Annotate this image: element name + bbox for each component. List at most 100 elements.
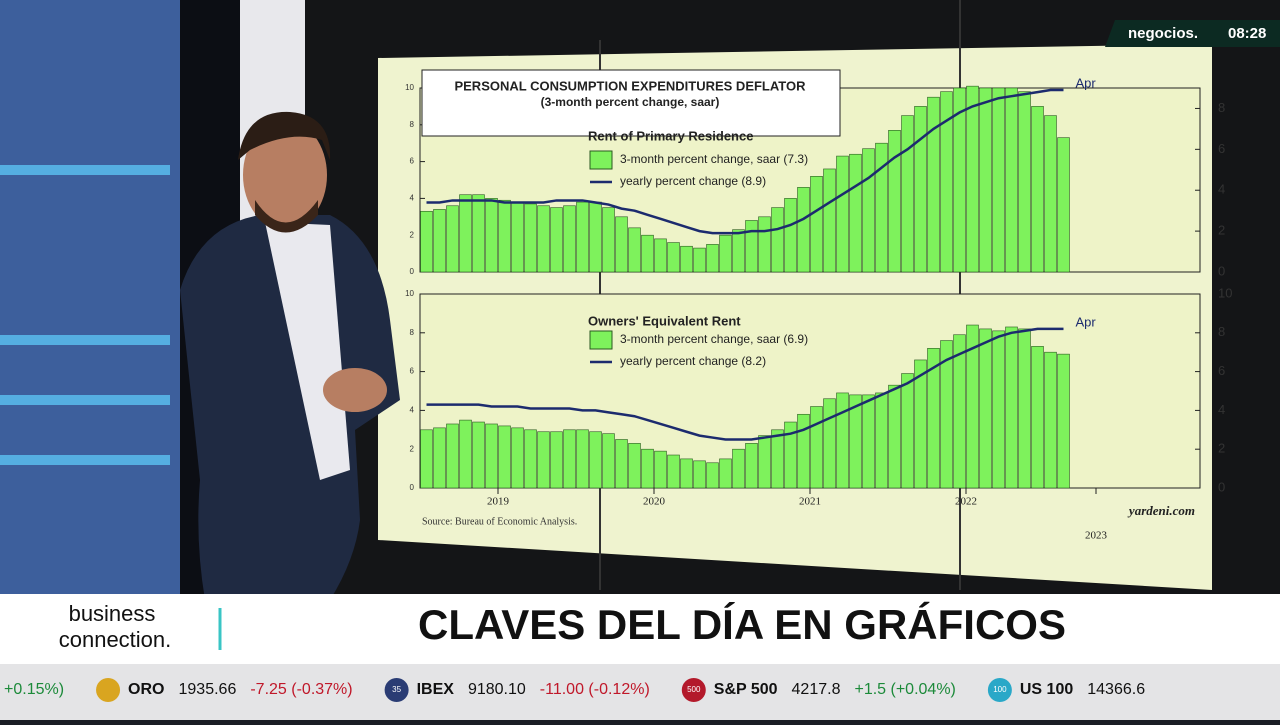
bar: [823, 168, 836, 273]
source: Source: Bureau of Economic Analysis.: [422, 516, 577, 527]
bar: [576, 201, 589, 273]
bar: [576, 429, 589, 489]
ticker-change: -7.25 (-0.37%): [250, 681, 352, 698]
bar: [472, 194, 485, 273]
brand: business: [69, 601, 156, 626]
y-tick-label: 2: [410, 444, 415, 453]
y2-tick-label: 8: [1218, 324, 1225, 339]
y2-tick-label: 8: [1218, 100, 1225, 115]
bar: [797, 187, 810, 273]
y-tick-label: 4: [410, 194, 415, 203]
bar: [680, 458, 693, 489]
bar: [862, 394, 875, 489]
bar: [836, 392, 849, 489]
ticker-change: +0.15%): [4, 681, 64, 698]
y2-tick-label: 2: [1218, 223, 1225, 238]
bar: [849, 394, 862, 489]
bar: [654, 238, 667, 273]
bar: [420, 429, 433, 489]
presenter: [180, 111, 400, 600]
legend-swatch: [589, 150, 613, 170]
bar: [693, 247, 706, 273]
ticker-change: -11.00 (-0.12%): [540, 681, 650, 698]
bar: [537, 205, 550, 273]
x-tick-label: 2021: [799, 496, 821, 508]
y-tick-label: 6: [410, 367, 415, 376]
x-tick-label: 2023: [1085, 530, 1108, 542]
bar: [940, 91, 953, 273]
trend-line: [426, 327, 1064, 441]
bar: [641, 448, 654, 489]
bar: [927, 348, 940, 489]
bar: [1005, 326, 1018, 489]
ticker-name: US 100: [1020, 681, 1073, 698]
ticker-icon: [96, 678, 121, 702]
brand: connection.: [59, 627, 172, 652]
bar: [498, 199, 511, 273]
ticker-price: 1935.66: [179, 681, 237, 698]
bar: [667, 242, 680, 273]
bar: [810, 176, 823, 273]
bar: [511, 201, 524, 273]
y-tick-label: 2: [410, 230, 415, 239]
bar: [615, 439, 628, 489]
bar: [524, 203, 537, 273]
ticker-icon: [987, 678, 1012, 702]
bar: [602, 433, 615, 489]
annotation: Apr: [1076, 75, 1097, 90]
light-strip: [0, 335, 170, 345]
y-tick-label: 8: [410, 120, 415, 129]
bar: [953, 334, 966, 489]
bar: [823, 398, 836, 489]
bar: [524, 429, 537, 489]
bar: [901, 115, 914, 273]
bar: [628, 227, 641, 273]
bar: [966, 85, 979, 273]
ticker-price: 14366.6: [1087, 681, 1145, 698]
bar: [849, 153, 862, 273]
bar: [667, 454, 680, 489]
bar: [901, 373, 914, 489]
ticker-icon-label: 500: [687, 685, 701, 694]
ticker-change: +1.5 (+0.04%): [854, 681, 955, 698]
bar: [706, 462, 719, 489]
bar: [719, 458, 732, 489]
annotation: Apr: [1076, 314, 1097, 329]
bar: [654, 450, 667, 489]
y2-tick-label: 6: [1218, 141, 1225, 156]
y-tick-label: 8: [410, 328, 415, 337]
bar: [511, 427, 524, 489]
bar: [745, 443, 758, 489]
bar: [784, 198, 797, 273]
bar: [550, 207, 563, 273]
bar: [784, 421, 797, 489]
bar: [485, 423, 498, 489]
bar: [979, 87, 992, 273]
ticker-icon-label: 35: [392, 685, 401, 694]
ticker-icon: [681, 678, 706, 702]
ticker-name: IBEX: [417, 681, 455, 698]
trend-line: [426, 88, 1064, 235]
y-tick-label: 6: [410, 157, 415, 166]
bar: [550, 431, 563, 489]
bar: [953, 87, 966, 273]
ticker-price: 9180.10: [468, 681, 526, 698]
bar: [992, 330, 1005, 489]
bar: [836, 155, 849, 273]
channel: negocios.: [1128, 25, 1198, 42]
studio-wall: [0, 0, 180, 600]
bar: [966, 324, 979, 489]
panel-label: Owners' Equivalent Rent: [588, 313, 741, 328]
bar: [758, 216, 771, 273]
chart-title: PERSONAL CONSUMPTION EXPENDITURES DEFLAT…: [454, 78, 806, 93]
bar: [992, 87, 1005, 273]
y2-tick-label: 2: [1218, 441, 1225, 456]
y2-tick-label: 4: [1218, 182, 1225, 197]
ticker-bar: [0, 664, 1280, 720]
bar: [433, 209, 446, 273]
bar: [602, 207, 615, 273]
y-tick-label: 0: [410, 267, 415, 276]
y-tick-label: 10: [405, 289, 414, 298]
